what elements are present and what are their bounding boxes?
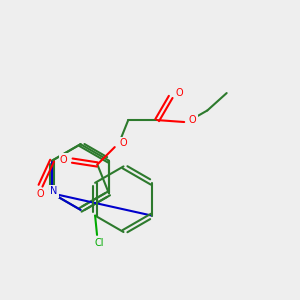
Text: O: O — [189, 115, 196, 125]
Text: O: O — [60, 155, 68, 165]
Text: O: O — [37, 189, 44, 199]
Text: N: N — [50, 187, 58, 196]
Text: Cl: Cl — [94, 238, 104, 248]
Text: O: O — [119, 138, 127, 148]
Text: O: O — [176, 88, 183, 98]
